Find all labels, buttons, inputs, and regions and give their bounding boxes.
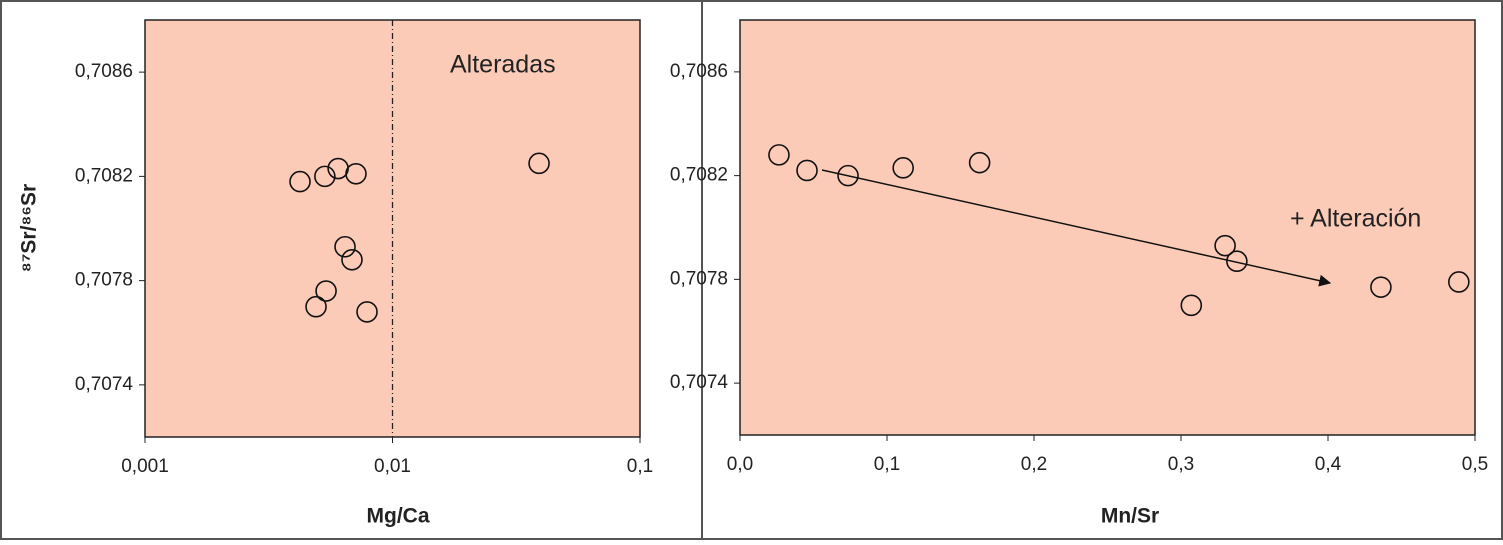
y-tick-label: 0,7082: [670, 165, 728, 186]
point: [1226, 250, 1248, 273]
point: [768, 144, 790, 166]
annotation: + Alteración: [1290, 205, 1421, 233]
y-tick-label: 0,7086: [75, 61, 133, 82]
annotation: Alteradas: [450, 51, 556, 79]
x-tick-label: 0,01: [374, 456, 411, 477]
point: [796, 159, 818, 182]
trend-arrow: [821, 169, 1332, 287]
point: [1448, 271, 1470, 293]
point: [345, 162, 367, 185]
x-tick-label: 0,2: [1021, 454, 1047, 475]
y-tick-label: 0,7074: [75, 374, 134, 395]
y-tick-label: 0,7082: [75, 165, 133, 186]
point: [334, 235, 356, 258]
point: [341, 248, 363, 271]
point: [289, 170, 311, 193]
y-tick-label: 0,7078: [75, 270, 133, 291]
x-tick-label: 0,4: [1315, 454, 1342, 475]
x-tick-label: 0,5: [1462, 454, 1488, 475]
x-axis-title: Mg/Ca: [367, 505, 430, 528]
y-axis-title: ⁸⁷Sr/⁸⁶Sr: [18, 184, 41, 272]
point: [1370, 276, 1392, 298]
point: [837, 164, 859, 187]
point: [305, 295, 327, 318]
plot-area: [739, 19, 1476, 436]
x-axis-title: Mn/Sr: [1101, 505, 1159, 528]
x-tick-label: 0,001: [121, 456, 169, 477]
point: [892, 157, 914, 179]
point: [968, 151, 991, 174]
point: [314, 165, 336, 188]
y-tick-label: 0,7078: [670, 268, 728, 289]
x-tick-label: 0,3: [1168, 454, 1194, 475]
point: [315, 280, 337, 302]
y-tick-label: 0,7074: [670, 372, 729, 393]
point: [356, 301, 378, 323]
point: [1214, 234, 1236, 257]
point: [1180, 294, 1203, 317]
x-tick-label: 0,1: [874, 454, 900, 475]
point: [528, 152, 550, 175]
x-tick-label: 0,1: [627, 456, 653, 477]
x-tick-label: 0,0: [727, 454, 753, 475]
y-tick-label: 0,7086: [670, 61, 728, 82]
